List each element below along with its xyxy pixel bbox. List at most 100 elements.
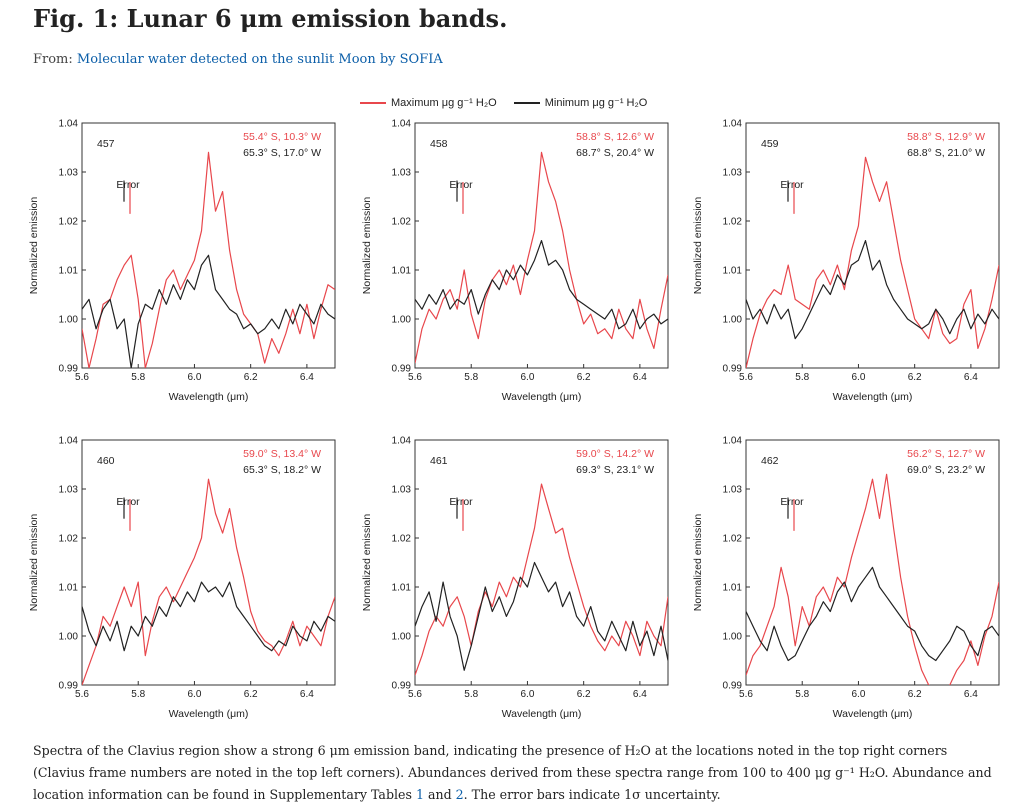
y-axis-label: Normalized emission [28, 197, 40, 295]
legend-label-min: Minimum μg g⁻¹ H₂O [544, 97, 648, 109]
frame-number: 457 [97, 138, 115, 150]
series-line-min [746, 240, 999, 340]
panel-460: 0.99 1.00 1.01 1.02 1.03 1.04 5.6 5.8 6.0 6.2 6.4 W… [28, 436, 336, 720]
y-tick-label: 0.99 [392, 364, 412, 375]
y-tick-label: 1.01 [59, 266, 79, 277]
x-tick-label: 5.8 [464, 689, 478, 700]
legend-item-max: Maximum μg g⁻¹ H₂O [360, 96, 497, 109]
y-tick-label: 1.04 [723, 436, 743, 447]
location-min: 65.3° S, 18.2° W [243, 464, 321, 476]
panel-461: 0.99 1.00 1.01 1.02 1.03 1.04 5.6 5.8 6.0 6.2 6.4 W… [361, 436, 669, 720]
legend-swatch-max [360, 102, 386, 105]
x-axis-label: Wavelength (μm) [169, 391, 249, 403]
error-label: Error [780, 496, 804, 508]
x-tick-label: 5.8 [464, 372, 478, 383]
series-group [746, 473, 999, 685]
y-tick-label: 1.00 [723, 632, 743, 643]
series-line-max [415, 483, 668, 676]
series-group [82, 151, 335, 368]
series-line-max [746, 156, 999, 368]
series-line-min [415, 561, 668, 671]
x-tick-label: 5.6 [408, 689, 422, 700]
series-line-min [415, 240, 668, 330]
y-axis-label: Normalized emission [692, 514, 704, 612]
series-group [415, 483, 668, 676]
y-axis-label: Normalized emission [692, 197, 704, 295]
x-axis-label: Wavelength (μm) [502, 708, 582, 720]
y-tick-label: 1.01 [723, 583, 743, 594]
x-tick-label: 6.4 [633, 689, 647, 700]
y-tick-label: 0.99 [59, 364, 79, 375]
y-tick-label: 1.02 [392, 534, 412, 545]
location-max: 58.8° S, 12.9° W [907, 131, 985, 143]
supp-table-2-link[interactable]: 2 [455, 787, 464, 802]
frame-number: 459 [761, 138, 779, 150]
series-group [415, 151, 668, 364]
y-tick-label: 1.03 [392, 168, 412, 179]
series-line-max [746, 473, 999, 685]
panel-457: 0.99 1.00 1.01 1.02 1.03 1.04 5.6 5.8 6.0 6.2 6.4 W… [28, 119, 336, 403]
caption-text-1: Spectra of the Clavius region show a str… [33, 743, 992, 802]
y-tick-label: 1.03 [723, 485, 743, 496]
y-tick-label: 1.00 [59, 315, 79, 326]
y-tick-label: 1.02 [59, 217, 79, 228]
y-tick-label: 0.99 [723, 681, 743, 692]
series-line-min [82, 581, 335, 652]
x-tick-label: 6.4 [633, 372, 647, 383]
y-tick-label: 1.00 [723, 315, 743, 326]
location-min: 69.3° S, 23.1° W [576, 464, 654, 476]
source-article-link[interactable]: Molecular water detected on the sunlit M… [76, 52, 443, 67]
x-tick-label: 6.2 [577, 372, 591, 383]
y-tick-label: 1.03 [59, 168, 79, 179]
x-tick-label: 5.6 [75, 372, 89, 383]
x-axis-label: Wavelength (μm) [169, 708, 249, 720]
error-label: Error [780, 179, 804, 191]
plot-frame [81, 439, 336, 686]
series-line-max [82, 151, 335, 368]
x-tick-label: 6.4 [964, 372, 978, 383]
y-tick-label: 1.04 [392, 436, 412, 447]
x-tick-label: 6.4 [300, 689, 314, 700]
y-tick-label: 1.02 [723, 217, 743, 228]
series-group [746, 156, 999, 368]
x-tick-label: 6.0 [851, 372, 865, 383]
frame-number: 462 [761, 455, 779, 467]
series-line-max [82, 478, 335, 685]
y-tick-label: 1.01 [723, 266, 743, 277]
location-min: 68.7° S, 20.4° W [576, 147, 654, 159]
y-axis-label: Normalized emission [361, 514, 373, 612]
x-tick-label: 6.2 [244, 372, 258, 383]
x-tick-label: 5.6 [739, 689, 753, 700]
error-label: Error [116, 496, 140, 508]
y-tick-label: 1.04 [59, 436, 79, 447]
y-tick-label: 1.03 [392, 485, 412, 496]
supp-table-1-link[interactable]: 1 [415, 787, 424, 802]
plot-frame [414, 122, 669, 369]
y-tick-label: 1.04 [59, 119, 79, 130]
x-tick-label: 6.2 [577, 689, 591, 700]
y-tick-label: 1.01 [392, 583, 412, 594]
error-label: Error [116, 179, 140, 191]
frame-number: 458 [430, 138, 448, 150]
x-tick-label: 6.4 [964, 689, 978, 700]
y-tick-label: 1.01 [59, 583, 79, 594]
y-tick-label: 0.99 [723, 364, 743, 375]
legend-item-min: Minimum μg g⁻¹ H₂O [513, 96, 648, 109]
x-tick-label: 5.8 [131, 372, 145, 383]
y-tick-label: 1.01 [392, 266, 412, 277]
y-axis-label: Normalized emission [28, 514, 40, 612]
y-tick-label: 1.00 [392, 632, 412, 643]
legend-swatch-min [513, 102, 540, 105]
plot-frame [414, 439, 669, 686]
panel-462: 0.99 1.00 1.01 1.02 1.03 1.04 5.6 5.8 6.0 6.2 6.4 W… [692, 436, 1000, 720]
caption-text-2: and [423, 787, 456, 802]
x-tick-label: 6.2 [908, 689, 922, 700]
legend-label-max: Maximum μg g⁻¹ H₂O [391, 97, 497, 109]
x-tick-label: 5.8 [795, 372, 809, 383]
x-tick-label: 5.6 [408, 372, 422, 383]
caption-text-3: . The error bars indicate 1σ uncertainty… [463, 787, 721, 802]
y-tick-label: 1.00 [59, 632, 79, 643]
error-label: Error [449, 496, 473, 508]
x-tick-label: 6.0 [187, 689, 201, 700]
y-tick-label: 1.02 [723, 534, 743, 545]
